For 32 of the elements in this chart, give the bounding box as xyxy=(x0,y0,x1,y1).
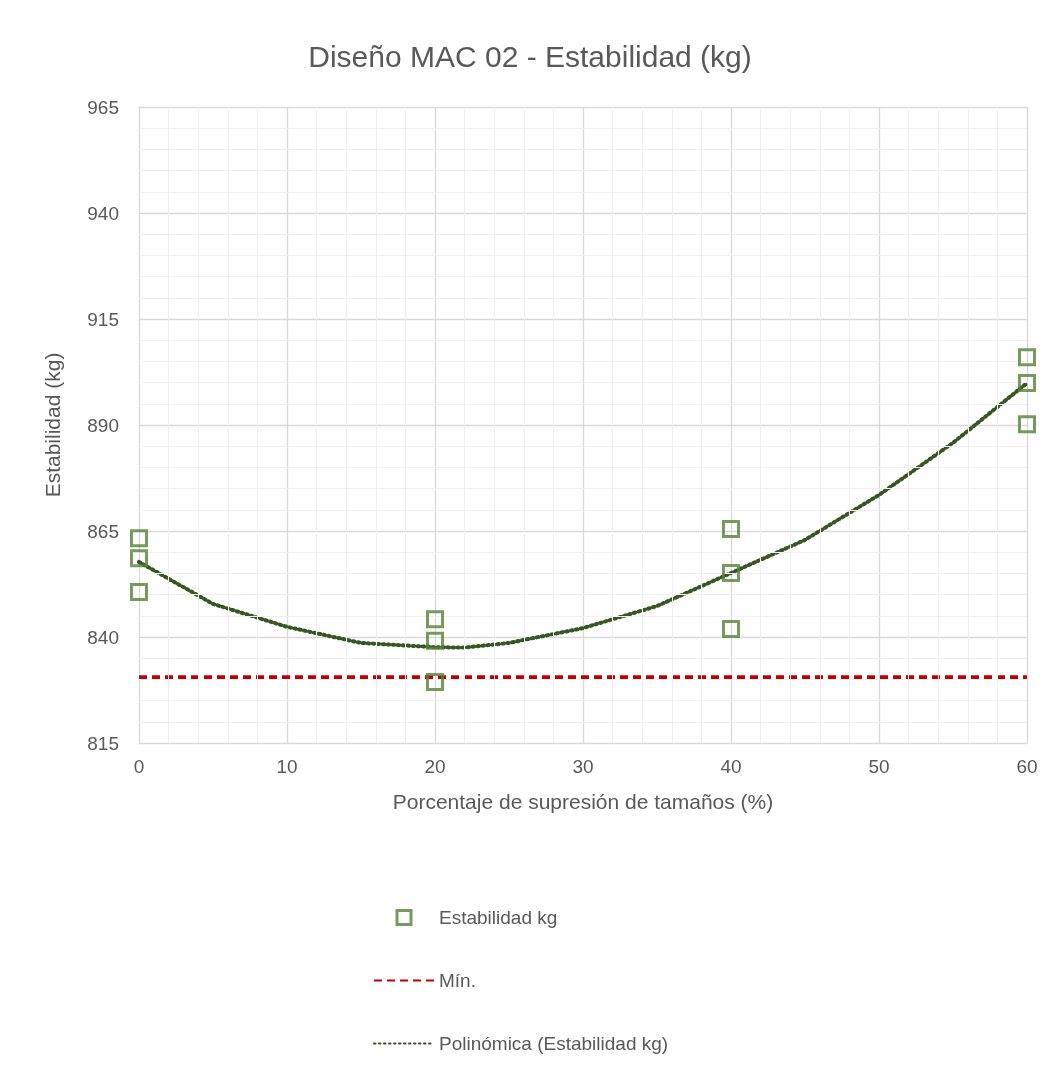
point xyxy=(1018,374,1036,393)
x-tick-label: 30 xyxy=(572,756,594,777)
chart-title: Diseño MAC 02 - Estabilidad (kg) xyxy=(308,39,752,73)
x-tick-label: 40 xyxy=(720,756,742,777)
point xyxy=(1018,348,1036,367)
legend-label: Estabilidad kg xyxy=(439,907,558,928)
y-tick-label: 965 xyxy=(87,96,119,118)
x-tick-label: 20 xyxy=(424,756,446,777)
point xyxy=(722,519,740,538)
y-tick-label: 890 xyxy=(87,414,119,436)
y-axis-title: Estabilidad (kg) xyxy=(41,352,64,498)
point xyxy=(130,549,148,568)
x-tick-label: 10 xyxy=(276,756,298,777)
x-tick-label: 50 xyxy=(868,756,890,777)
y-tick-label: 865 xyxy=(87,520,119,542)
legend-label: Polinómica (Estabilidad kg) xyxy=(439,1033,669,1054)
legend-label: Mín. xyxy=(439,970,476,991)
point xyxy=(426,672,444,691)
x-tick-label: 0 xyxy=(133,756,145,777)
point xyxy=(722,563,740,582)
y-tick-label: 840 xyxy=(87,626,119,648)
y-tick-label: 815 xyxy=(87,732,119,754)
point xyxy=(130,583,148,602)
y-tick-label: 940 xyxy=(87,202,119,224)
y-tick-label: 915 xyxy=(87,308,119,330)
point xyxy=(722,619,740,638)
point xyxy=(1018,415,1036,434)
point xyxy=(426,631,444,650)
x-axis-title: Porcentaje de supresión de tamaños (%) xyxy=(392,790,774,813)
point xyxy=(426,610,444,629)
point xyxy=(130,529,148,548)
x-tick-label: 60 xyxy=(1016,756,1038,777)
